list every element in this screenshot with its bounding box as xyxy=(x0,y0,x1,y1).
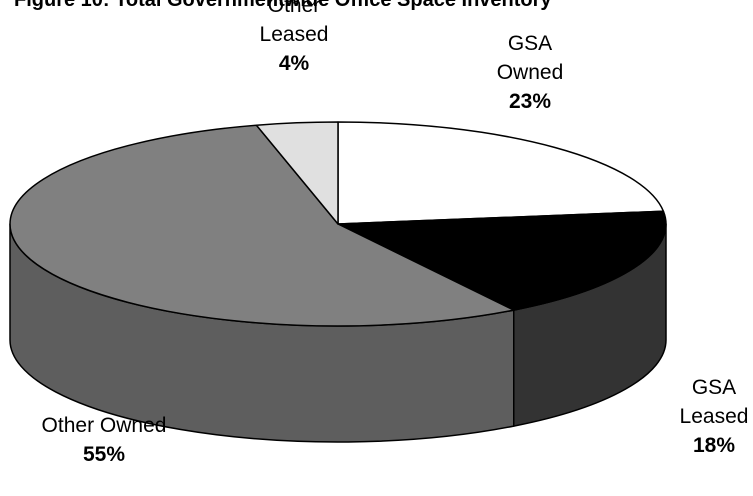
pie-labels: GSA Owned 23% GSA Leased 18% Other Owned 55% Oth… xyxy=(42,0,749,466)
slice-gsa-owned xyxy=(337,121,665,225)
pie-top-slices xyxy=(9,121,667,327)
slice-other-leased xyxy=(255,121,339,225)
slice-other-owned xyxy=(9,124,515,327)
slice-label-gsa-leased: GSA Leased 18% xyxy=(680,376,749,457)
slice-label-other-owned: Other Owned 55% xyxy=(42,414,167,466)
slice-percent-gsa-owned: 23% xyxy=(509,90,551,113)
pie-side-walls xyxy=(9,223,667,443)
slice-percent-gsa-leased: 18% xyxy=(693,434,735,457)
slice-gsa-leased xyxy=(337,210,667,311)
slice-label-other-leased: Other Leased 4% xyxy=(260,0,329,75)
slice-percent-other-owned: 55% xyxy=(83,443,125,466)
slice-percent-other-leased: 4% xyxy=(279,52,310,75)
slice-label-gsa-owned: GSA Owned 23% xyxy=(497,32,564,113)
chart-title: Figure 10: Total Governmentwide Office S… xyxy=(14,0,552,11)
